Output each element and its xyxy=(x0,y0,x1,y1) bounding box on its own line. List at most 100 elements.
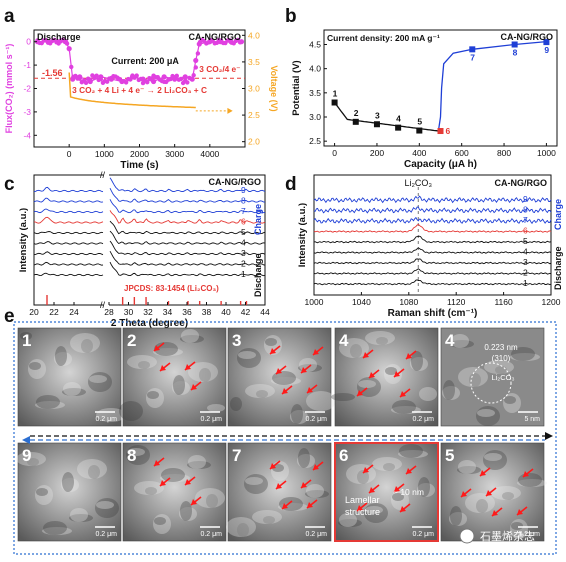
texture-blob xyxy=(126,445,150,465)
x-tick-label: 1200 xyxy=(542,297,561,307)
texture-blob xyxy=(476,499,488,513)
tile-number: 6 xyxy=(339,446,348,465)
y-tick-label: 3.5 xyxy=(309,88,321,98)
texture-blob xyxy=(306,484,324,498)
texture-blob xyxy=(365,331,395,345)
red-arrow-head xyxy=(394,371,400,377)
tile-number: 4 xyxy=(445,331,455,350)
red-arrow-head xyxy=(313,464,319,470)
axis-break-mark: // xyxy=(100,170,106,180)
red-arrow-head xyxy=(270,348,276,354)
texture-blob xyxy=(365,506,383,514)
red-arrow-head xyxy=(185,479,191,485)
texture-blob xyxy=(384,364,402,384)
red-arrow-head xyxy=(406,353,412,359)
tile-number: 8 xyxy=(127,446,136,465)
texture-blob xyxy=(263,516,275,524)
red-arrow-head xyxy=(270,463,276,469)
voltage-arrow-head xyxy=(227,107,233,114)
texture-blob xyxy=(70,333,100,353)
x-axis-title: Raman shift (cm⁻¹) xyxy=(388,308,478,319)
texture-blob xyxy=(138,361,150,369)
texture-blob xyxy=(252,510,282,524)
texture-blob xyxy=(339,513,357,527)
annotation-charge: Charge xyxy=(253,204,263,235)
scale-bar-label: 0.2 μm xyxy=(95,416,117,423)
tile-number: 7 xyxy=(232,446,241,465)
flux-point xyxy=(185,80,190,85)
xrd-curve xyxy=(33,186,104,193)
x-tick-label: 1000 xyxy=(305,297,324,307)
flux-point xyxy=(182,74,188,80)
plot-frame xyxy=(33,174,266,306)
tile-number: 2 xyxy=(127,331,136,350)
data-point xyxy=(352,118,359,125)
x-tick-label: 0 xyxy=(67,149,72,159)
texture-blob xyxy=(364,503,388,523)
texture-blob xyxy=(153,514,171,534)
texture-blob xyxy=(271,461,289,481)
x-tick-label: 40 xyxy=(221,307,231,317)
flux-point xyxy=(138,76,144,82)
texture-blob xyxy=(81,339,93,353)
texture-blob xyxy=(398,450,428,458)
red-arrow-head xyxy=(400,506,406,512)
red-arrow-head xyxy=(461,491,467,497)
annotation-reaction: 3 CO₂ + 4 Li + 4 e⁻ → 2 Li₂CO₃ + C xyxy=(72,85,207,95)
point-label: 8 xyxy=(513,48,518,58)
panel-b: b 1 2 3 4 5 6 7 8 9 0 200 400 600 800 1000 4.5 4.0 3.5 3.0 2… xyxy=(285,6,558,170)
texture-blob xyxy=(450,340,474,348)
scale-bar-label: 0.2 μm xyxy=(305,531,327,538)
data-point xyxy=(511,41,518,48)
texture-blob xyxy=(410,357,428,371)
texture-blob xyxy=(207,404,225,412)
texture-blob xyxy=(297,454,315,468)
texture-blob xyxy=(511,347,535,361)
texture-blob xyxy=(238,351,256,359)
xrd-curve xyxy=(109,210,266,224)
red-arrow-head xyxy=(480,470,486,476)
annotation-charge: Charge xyxy=(553,199,563,230)
scale-bar-label: 0.2 μm xyxy=(95,531,117,538)
flux-point xyxy=(161,74,167,80)
red-arrow-head xyxy=(154,345,160,351)
data-point xyxy=(416,127,423,134)
texture-blob xyxy=(376,337,388,345)
tem-image xyxy=(440,327,545,427)
texture-blob xyxy=(484,360,514,374)
texture-blob xyxy=(339,338,369,358)
y2-tick-label: 2.0 xyxy=(248,137,260,147)
annotation-density: Current density: 200 mA g⁻¹ xyxy=(327,33,440,43)
texture-blob xyxy=(36,488,48,496)
texture-blob xyxy=(20,332,32,340)
y2-tick-label: 2.5 xyxy=(248,110,260,120)
curve-label: 9 xyxy=(523,194,528,204)
annotation-thickness: ~ 10 nm xyxy=(393,487,424,497)
flux-point xyxy=(123,80,129,85)
x-tick-label: 36 xyxy=(182,307,192,317)
texture-blob xyxy=(55,346,67,366)
x-tick-label: 34 xyxy=(163,307,173,317)
x-tick-label: 28 xyxy=(104,307,114,317)
point-label: 6 xyxy=(446,126,451,136)
annotation-discharge: Discharge xyxy=(37,32,81,42)
tile-number: 5 xyxy=(445,446,454,465)
data-point xyxy=(543,39,550,46)
texture-blob xyxy=(54,352,72,366)
texture-blob xyxy=(443,380,455,400)
red-arrow-head xyxy=(523,471,529,477)
x-tick-label: 0 xyxy=(332,148,337,158)
texture-blob xyxy=(43,521,67,535)
annotation-value: -1.56 xyxy=(42,68,63,78)
texture-blob xyxy=(42,527,72,535)
tile-number: 1 xyxy=(22,331,31,350)
panel-letter: c xyxy=(4,174,15,195)
texture-blob xyxy=(290,410,308,424)
y-axis-title: Intensity (a.u.) xyxy=(18,208,29,272)
texture-blob xyxy=(306,391,336,411)
texture-blob xyxy=(391,490,409,510)
flux-point xyxy=(94,73,99,78)
texture-blob xyxy=(392,493,404,501)
texture-blob xyxy=(173,375,185,395)
flux-point xyxy=(195,51,201,56)
